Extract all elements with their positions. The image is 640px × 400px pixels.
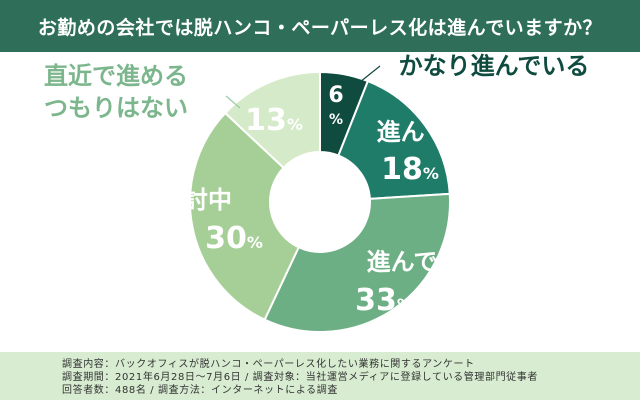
chart-title: お勤めの会社では脱ハンコ・ペーパーレス化は進んでいますか？ [37,16,603,39]
slice-category-label: 直近で進める [44,62,188,90]
chart-title-bar: お勤めの会社では脱ハンコ・ペーパーレス化は進んでいますか？ [0,0,640,52]
donut-slice [337,79,451,200]
survey-respondents-line: 回答者数：488名 / 調査方法：インターネットによる調査 [62,385,338,396]
slice-category-label: 進んでいない [367,248,510,276]
slice-value-label: 13% [245,103,303,138]
leader-line [359,65,381,83]
slice-unit-label: % [329,112,343,128]
slice-category-label: つもりはない [44,94,188,122]
slice-category-label: かなり進んでいる [399,52,590,80]
slice-category-label: 取り組み検討中 [64,186,232,214]
donut-slice [263,192,451,333]
slice-value-label: 33% [355,283,413,318]
leader-line [225,95,241,109]
slice-value-label: 30% [205,221,263,256]
survey-period-line: 調査期間：2021年6月28日〜7月6日 / 調査対象：当社運営メディアに登録し… [62,372,538,383]
survey-footer: 調査内容：バックオフィスが脱ハンコ・ペーパーレス化したい業務に関するアンケート … [0,352,640,400]
slice-category-label: 進んでいる [377,118,496,146]
slice-value-label: 18% [381,152,439,187]
donut-slice [223,70,321,170]
donut-chart: 6% かなり進んでいる 18% 進んでいる 33% 進んでいない 30% 取り組み検討中 13%… [44,52,590,333]
survey-content-line: 調査内容：バックオフィスが脱ハンコ・ペーパーレス化したい業務に関するアンケート [62,359,475,370]
donut-slice [189,111,301,321]
slice-value-label: 6 [328,83,343,108]
